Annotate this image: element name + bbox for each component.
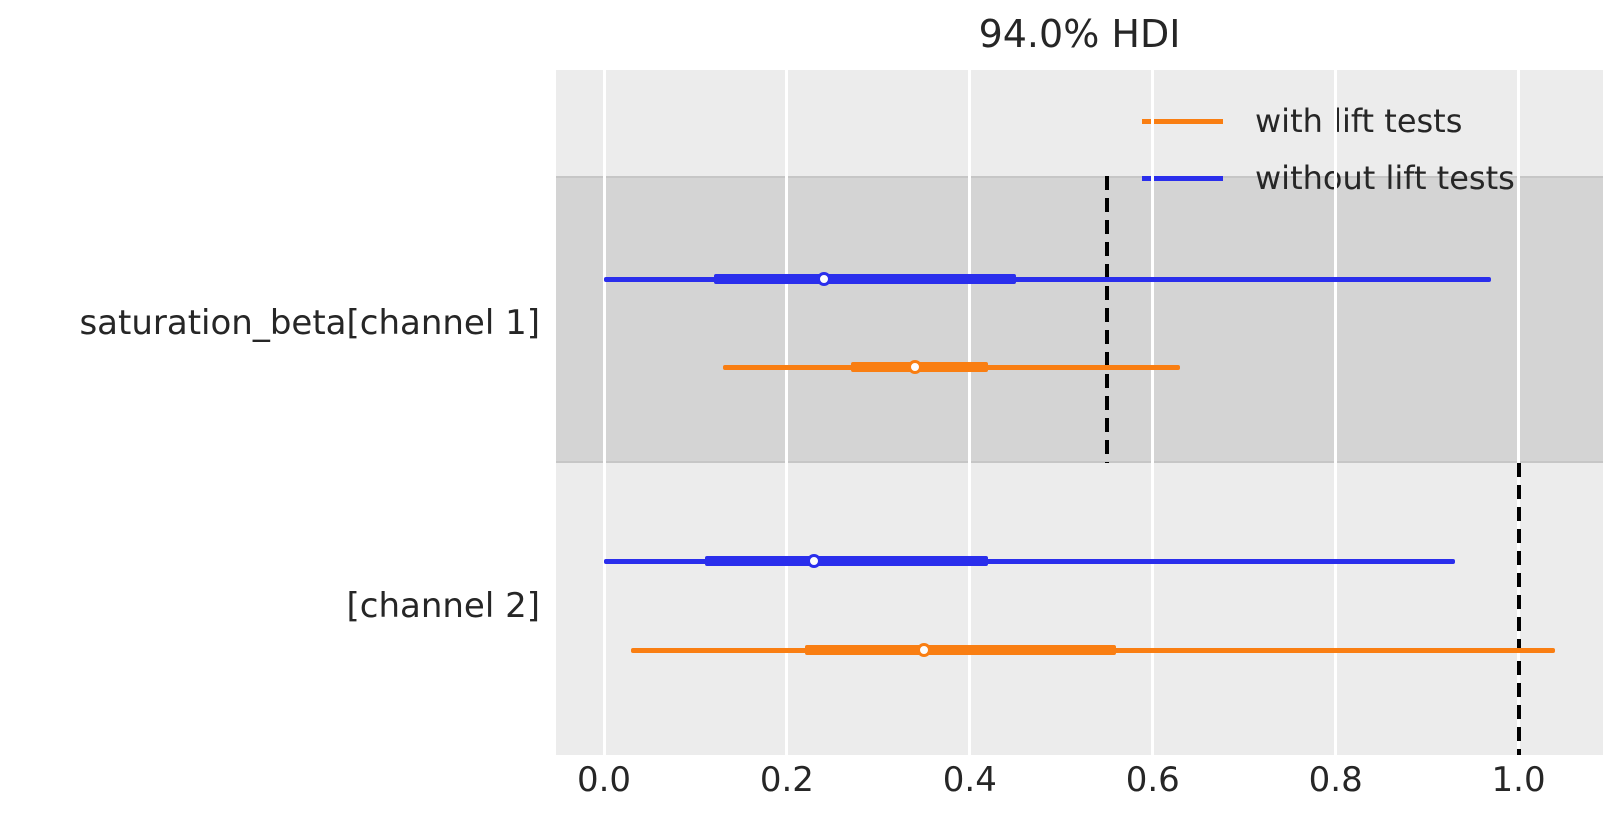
legend-item-without-lift-tests: without lift tests: [1142, 158, 1515, 198]
point-estimate-marker: [907, 360, 922, 374]
hdi-50-line: [713, 274, 1016, 284]
point-estimate-marker: [917, 643, 932, 657]
x-tick-label: 0.4: [942, 760, 997, 800]
without-lift-tests-line-swatch: [1142, 175, 1223, 181]
gridline: [1334, 70, 1338, 755]
plot-title: 94.0% HDI: [978, 12, 1181, 56]
gridline: [602, 70, 606, 755]
x-tick-label: 0.0: [576, 760, 632, 800]
hdi-50-line: [805, 645, 1117, 655]
hdi-94-line: [604, 276, 1492, 282]
reference-dashed-line: [1105, 176, 1110, 463]
hdi-50-line: [704, 556, 989, 566]
point-estimate-marker: [816, 272, 831, 286]
point-estimate-marker: [807, 554, 822, 568]
x-tick-label: 0.2: [759, 760, 814, 800]
legend-label: with lift tests: [1255, 102, 1463, 140]
legend-label: without lift tests: [1255, 159, 1515, 197]
x-tick-label: 0.6: [1125, 760, 1180, 800]
gridline: [968, 70, 972, 755]
gridline: [1517, 70, 1521, 755]
hdi-94-line: [604, 558, 1455, 564]
y-axis-label-channel-2: [channel 2]: [346, 586, 540, 626]
gridline: [1151, 70, 1155, 755]
x-tick-label: 0.8: [1308, 760, 1363, 800]
legend-item-with-lift-tests: with lift tests: [1142, 101, 1462, 141]
gridline: [785, 70, 789, 755]
shaded-row-band: [556, 176, 1603, 463]
with-lift-tests-line-swatch: [1142, 118, 1223, 124]
reference-dashed-line: [1516, 463, 1521, 755]
x-tick-label: 1.0: [1491, 760, 1546, 800]
plot-area: with lift tests without lift tests: [556, 70, 1603, 755]
y-axis-label-channel-1: saturation_beta[channel 1]: [79, 303, 540, 343]
